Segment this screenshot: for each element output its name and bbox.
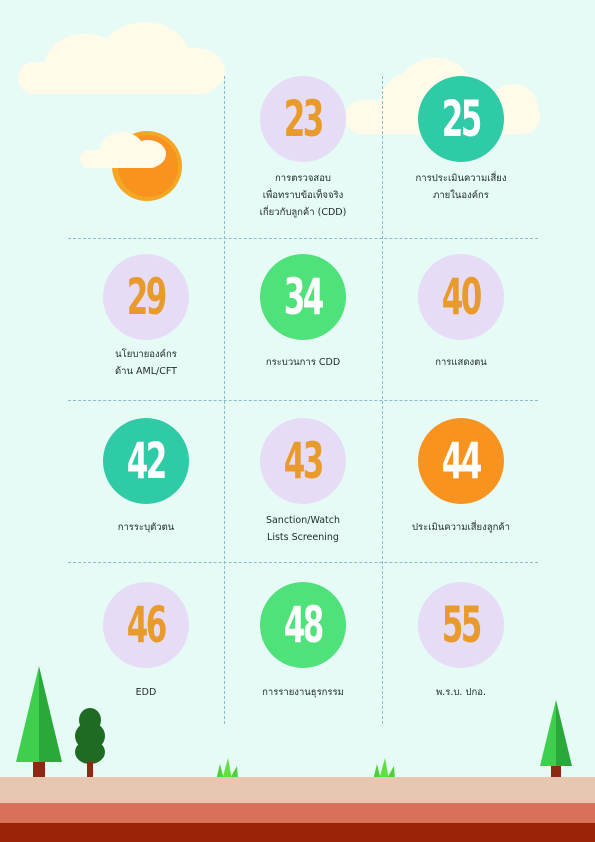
topic-tile: 34 กระบวนการ CDD xyxy=(225,254,381,416)
tree-icon xyxy=(75,708,105,780)
topic-tile: 23 การตรวจสอบ เพื่อทราบข้อเท็จจริง เกี่ยวก… xyxy=(225,76,381,238)
ground-band xyxy=(0,823,595,842)
topic-label: การแสดงตน xyxy=(435,357,487,368)
page-number-badge: 44 xyxy=(418,418,504,504)
grid-divider xyxy=(68,400,538,401)
topic-label: ประเมินความเสี่ยงลูกค้า xyxy=(411,522,511,533)
ground-band xyxy=(0,803,595,823)
topic-tile: 40 การแสดงตน xyxy=(383,254,539,416)
topic-label: พ.ร.บ. ปกอ. xyxy=(436,687,486,698)
topic-label: การรายงานธุรกรรม xyxy=(262,687,344,698)
ground-band xyxy=(0,777,595,803)
page-number-badge: 29 xyxy=(103,254,189,340)
topic-label: Sanction/Watch Lists Screening xyxy=(265,515,341,543)
page-number-badge: 25 xyxy=(418,76,504,162)
topic-label: การระบุตัวตน xyxy=(117,522,175,533)
page-number-badge: 42 xyxy=(103,418,189,504)
topic-label: นโยบายองค์กร ด้าน AML/CFT xyxy=(115,349,177,377)
page-number-badge: 46 xyxy=(103,582,189,668)
grass-icon xyxy=(373,758,395,780)
grid-divider xyxy=(68,238,538,239)
topic-label: EDD xyxy=(135,687,157,698)
topic-label: การประเมินความเสี่ยง ภายในองค์กร xyxy=(415,173,507,201)
topic-tile: 46 EDD xyxy=(68,582,224,744)
page-number-badge: 23 xyxy=(260,76,346,162)
topic-tile: 55 พ.ร.บ. ปกอ. xyxy=(383,582,539,744)
tree-icon xyxy=(16,666,62,778)
page-number-badge: 55 xyxy=(418,582,504,668)
page-number-badge: 34 xyxy=(260,254,346,340)
grid-divider xyxy=(68,562,538,563)
topic-tile: 44 ประเมินความเสี่ยงลูกค้า xyxy=(383,418,539,580)
page-number-badge: 40 xyxy=(418,254,504,340)
tree-icon xyxy=(540,700,572,778)
topic-tile: 25 การประเมินความเสี่ยง ภายในองค์กร xyxy=(383,76,539,238)
grass-icon xyxy=(216,758,238,780)
topic-tile: 48 การรายงานธุรกรรม xyxy=(225,582,381,744)
topic-label: กระบวนการ CDD xyxy=(265,357,341,368)
topic-tile: 43 Sanction/Watch Lists Screening xyxy=(225,418,381,580)
topic-tile: 42 การระบุตัวตน xyxy=(68,418,224,580)
page-number-badge: 48 xyxy=(260,582,346,668)
topic-tile: 29 นโยบายองค์กร ด้าน AML/CFT xyxy=(68,254,224,416)
topic-label: การตรวจสอบ เพื่อทราบข้อเท็จจริง เกี่ยวกับล… xyxy=(259,173,347,218)
page-number-badge: 43 xyxy=(260,418,346,504)
